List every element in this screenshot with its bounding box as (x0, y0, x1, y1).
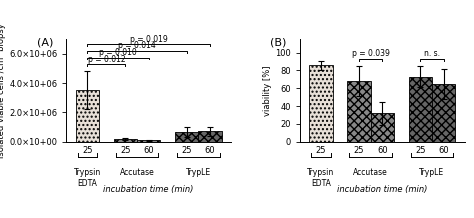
Text: 25: 25 (82, 146, 92, 155)
Text: p = 0.019: p = 0.019 (130, 35, 167, 44)
Text: 60: 60 (205, 146, 215, 155)
Bar (175, 132, 198, 142)
Text: 25: 25 (182, 146, 192, 155)
Y-axis label: viability [%]: viability [%] (264, 65, 273, 116)
Text: n. s.: n. s. (424, 49, 440, 58)
Text: TrypLE: TrypLE (186, 168, 211, 177)
Text: Accutase: Accutase (353, 168, 388, 177)
Bar (198, 131, 221, 142)
Text: 25: 25 (354, 146, 364, 155)
Text: 60: 60 (377, 146, 388, 155)
Bar (137, 140, 160, 142)
Text: 25: 25 (415, 146, 426, 155)
Text: (B): (B) (270, 37, 287, 47)
Y-axis label: isolated viable cells /cm² biopsy: isolated viable cells /cm² biopsy (0, 23, 6, 158)
Text: Trypsin
EDTA: Trypsin EDTA (73, 168, 101, 188)
Text: 60: 60 (143, 146, 154, 155)
Bar (432, 84, 455, 142)
Text: incubation time (min): incubation time (min) (103, 185, 194, 194)
Text: 60: 60 (438, 146, 449, 155)
Text: TrypLE: TrypLE (419, 168, 445, 177)
Text: 25: 25 (316, 146, 326, 155)
Text: p = 0.012: p = 0.012 (88, 55, 125, 64)
Bar (347, 81, 371, 142)
Text: p = 0.039: p = 0.039 (352, 49, 390, 58)
Text: p = 0.010: p = 0.010 (99, 48, 137, 57)
Bar (76, 90, 99, 142)
Text: incubation time (min): incubation time (min) (337, 185, 428, 194)
Text: 25: 25 (120, 146, 131, 155)
Text: Accutase: Accutase (119, 168, 155, 177)
Bar (310, 65, 333, 142)
Text: Trypsin
EDTA: Trypsin EDTA (307, 168, 335, 188)
Bar (409, 77, 432, 142)
Bar (371, 113, 394, 142)
Bar (114, 139, 137, 142)
Text: (A): (A) (37, 37, 53, 47)
Text: p = 0.014: p = 0.014 (118, 41, 156, 50)
